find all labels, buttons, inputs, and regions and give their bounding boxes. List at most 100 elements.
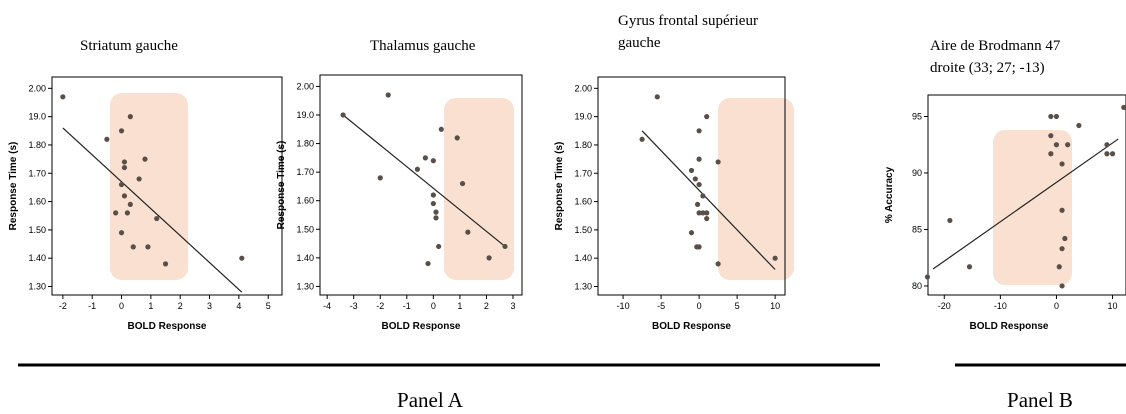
y-tick-label: 2.00 [574, 83, 592, 93]
point [502, 243, 508, 250]
y-tick-label: 19.0 [28, 112, 46, 122]
point [700, 193, 706, 199]
y-tick-label: 19.0 [296, 110, 314, 120]
point [688, 230, 695, 236]
x-axis-label: BOLD Response [652, 321, 731, 332]
plot-frame [319, 74, 523, 296]
chart-title: droite (33; 27; -13) [930, 60, 1045, 76]
y-tick-label: 1.70 [28, 168, 46, 178]
x-tick-label: -2 [59, 301, 67, 311]
point [1065, 142, 1071, 148]
point [696, 181, 702, 188]
point [694, 201, 701, 208]
trend-line [932, 138, 1119, 270]
y-tick-label: 85 [912, 224, 922, 234]
x-tick-label: -1 [88, 301, 96, 311]
point [430, 158, 436, 164]
trend-line [641, 130, 776, 270]
y-tick-label: 90 [912, 168, 922, 178]
x-tick-label: 1 [148, 301, 153, 311]
panel-label: Panel A [397, 388, 464, 412]
x-axis-label: BOLD Response [382, 321, 461, 332]
point [127, 114, 133, 120]
chart-title: Thalamus gauche [370, 38, 476, 54]
highlight [993, 130, 1072, 285]
y-tick-label: 1.60 [574, 197, 592, 207]
point [104, 136, 110, 142]
point [130, 244, 136, 250]
y-tick-label: 1.80 [574, 140, 592, 150]
chart-title: Striatum gauche [80, 38, 178, 54]
x-tick-label: -10 [617, 301, 630, 311]
plot-frame [51, 76, 283, 296]
point [924, 274, 931, 280]
trend-line [342, 114, 506, 247]
point [121, 159, 128, 165]
chart-title: gauche [618, 35, 661, 51]
point [692, 176, 698, 182]
chart-title: Aire de Brodmann 47 [930, 38, 1061, 54]
point [1104, 142, 1110, 148]
y-tick-label: 1.70 [574, 168, 592, 178]
point [118, 230, 125, 236]
point [430, 192, 436, 198]
y-axis-label: Response Time (s) [554, 142, 565, 231]
y-tick-label: 1.30 [28, 282, 46, 292]
y-tick-label: 1.50 [28, 225, 46, 235]
y-tick-label: 1.30 [574, 282, 592, 292]
y-tick-label: 1.50 [296, 224, 314, 234]
point [772, 255, 778, 261]
y-tick-label: 2.00 [296, 81, 314, 91]
x-tick-label: -2 [376, 301, 384, 311]
highlight [444, 98, 514, 280]
point [966, 264, 973, 270]
x-tick-label: 5 [266, 301, 271, 311]
point [1059, 207, 1065, 213]
panel-label: Panel B [1007, 388, 1073, 412]
point [1048, 151, 1054, 157]
x-tick-label: 0 [119, 301, 124, 311]
point [1059, 283, 1065, 289]
y-tick-label: 1.80 [296, 139, 314, 149]
point [704, 215, 710, 222]
point [465, 229, 471, 235]
point [121, 164, 128, 171]
point [436, 243, 442, 250]
point [118, 128, 125, 134]
chart-title: Gyrus frontal supérieur [618, 13, 758, 29]
x-tick-label: 0 [1054, 301, 1059, 311]
point [639, 136, 645, 142]
y-tick-label: 1.40 [28, 253, 46, 263]
point [433, 209, 439, 215]
point [704, 210, 710, 216]
x-tick-label: -4 [323, 301, 331, 311]
x-tick-label: 10 [770, 301, 780, 311]
x-tick-label: -1 [403, 301, 411, 311]
point [1109, 151, 1116, 157]
point [1053, 142, 1060, 148]
x-tick-label: 1 [457, 301, 462, 311]
point [715, 159, 721, 165]
y-tick-label: 80 [912, 281, 922, 291]
x-tick-label: 10 [1108, 301, 1118, 311]
x-tick-label: 0 [431, 301, 436, 311]
point [704, 114, 710, 120]
x-tick-label: 5 [735, 301, 740, 311]
highlight [110, 93, 188, 280]
y-tick-label: 1.70 [296, 167, 314, 177]
point [60, 94, 66, 100]
point [700, 210, 706, 216]
x-tick-label: 2 [484, 301, 489, 311]
y-tick-label: 1.60 [296, 196, 314, 206]
x-tick-label: -5 [657, 301, 665, 311]
point [1056, 264, 1062, 270]
point [454, 135, 460, 141]
point [486, 255, 492, 261]
point [377, 175, 383, 181]
point [414, 166, 421, 172]
point [425, 260, 431, 267]
y-axis-label: Response Time (s) [276, 141, 287, 230]
trend-line [62, 127, 243, 293]
x-tick-label: 0 [697, 301, 702, 311]
